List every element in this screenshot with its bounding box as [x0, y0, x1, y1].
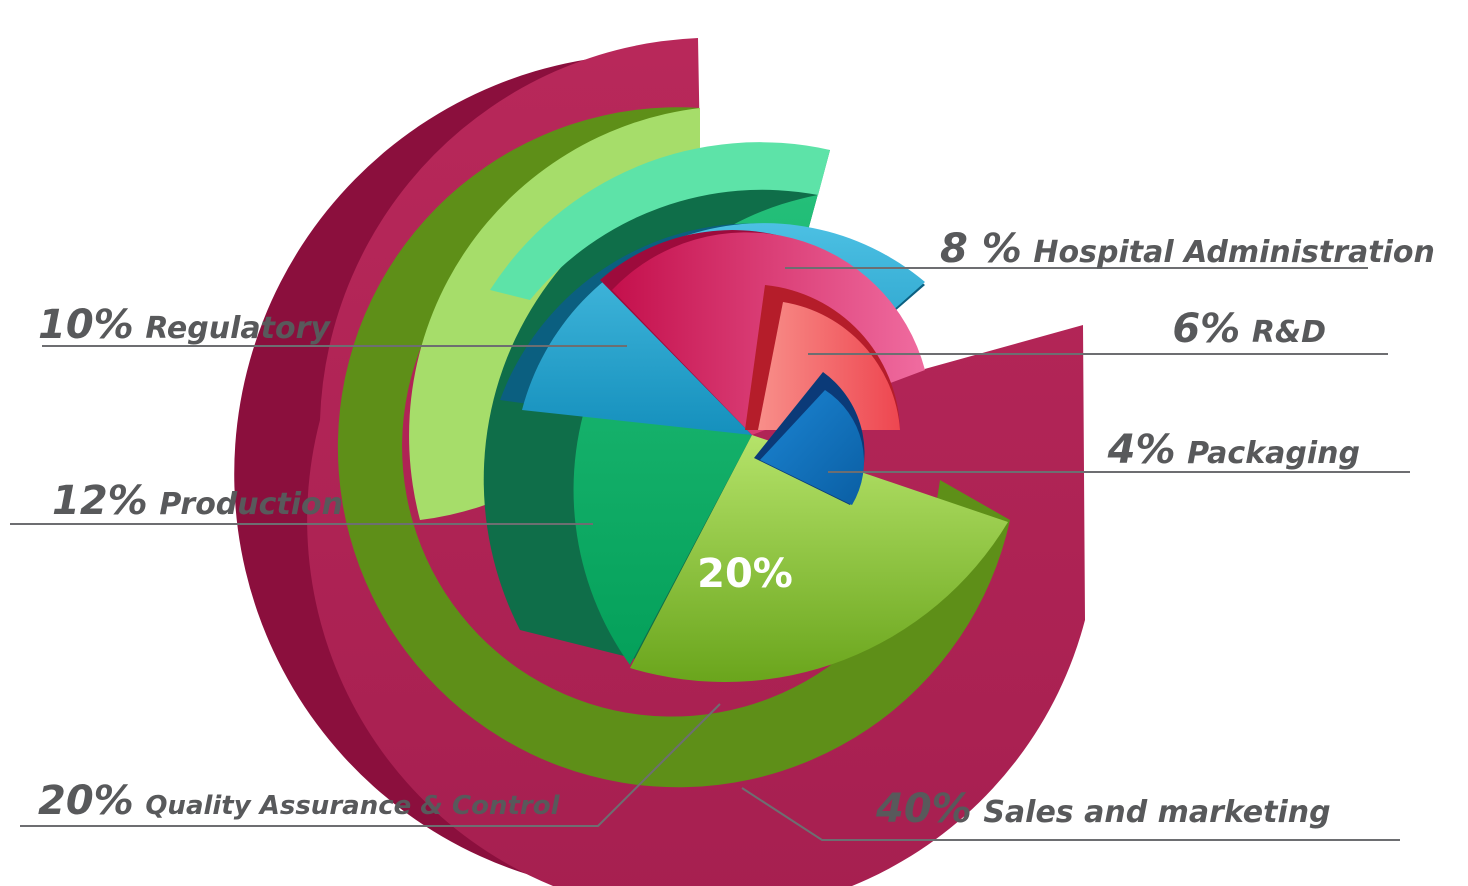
- label-hospital-administration: 8 % Hospital Administration: [940, 226, 1435, 272]
- label-quality-assurance: 20% Quality Assurance & Control: [38, 778, 561, 824]
- label-packaging: 4% Packaging: [1107, 427, 1360, 473]
- pie-slice-rd: [758, 302, 900, 430]
- label-sales-and-marketing: 40% Sales and marketing: [875, 786, 1331, 832]
- label-production: 12% Production: [52, 478, 343, 524]
- pie-slice-quality-assurance: [630, 435, 1008, 683]
- label-regulatory: 10% Regulatory: [38, 302, 331, 348]
- leader-line-sales-and-marketing: [741, 787, 1400, 841]
- label-rd: 6% R&D: [1172, 306, 1326, 352]
- center-value-label: 20%: [697, 551, 793, 597]
- leader-line-quality-assurance: [20, 703, 721, 827]
- pie-slice-packaging: [760, 390, 864, 505]
- production-top: [490, 142, 830, 300]
